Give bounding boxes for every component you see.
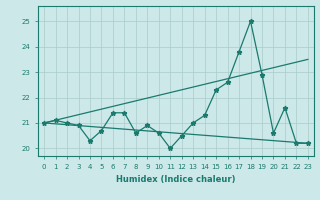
- X-axis label: Humidex (Indice chaleur): Humidex (Indice chaleur): [116, 175, 236, 184]
